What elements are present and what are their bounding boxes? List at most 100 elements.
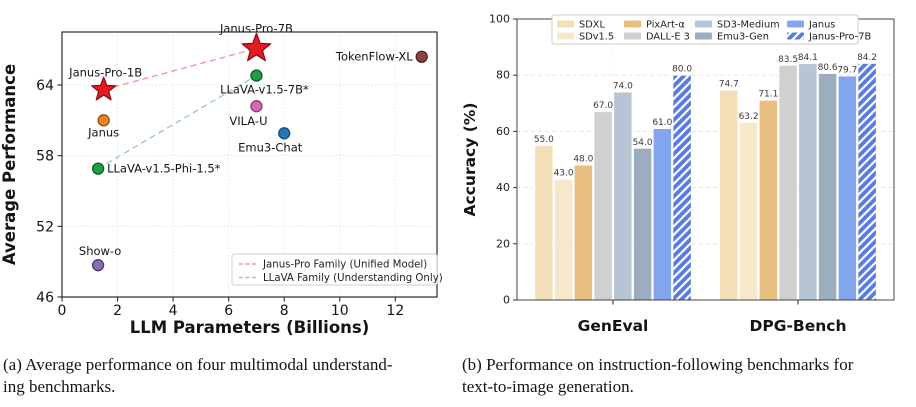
bar-value-dpg-bench-janus-pro-7b: 84.2 bbox=[857, 53, 877, 63]
y-tick-label-46: 46 bbox=[36, 290, 54, 306]
trend-line-janus-pro-family-unified-model bbox=[103, 47, 257, 91]
y-axis-label: Accuracy (%) bbox=[461, 103, 479, 217]
bar-geneval-sdv1-5 bbox=[554, 178, 574, 301]
y-tick-label-20: 20 bbox=[496, 237, 510, 250]
legend-label-llava-family-understanding-only: LLaVA Family (Understanding Only) bbox=[263, 273, 443, 284]
bar-value-geneval-emu3-gen: 54.0 bbox=[633, 138, 653, 148]
bar-value-geneval-sdv1-5: 43.0 bbox=[554, 169, 574, 179]
bar-dpg-bench-sd3-medium bbox=[798, 63, 818, 301]
bar-dpg-bench-pixart bbox=[758, 99, 778, 301]
bar-value-geneval-sd3-medium: 74.0 bbox=[613, 82, 633, 92]
bar-value-geneval-dall-e-3: 67.0 bbox=[593, 101, 613, 111]
y-axis-label: Average Performance bbox=[0, 64, 19, 265]
bar-geneval-pixart bbox=[573, 164, 593, 301]
point-label-emu3-chat: Emu3-Chat bbox=[238, 140, 303, 154]
bar-dpg-bench-sdv1-5 bbox=[739, 122, 759, 301]
legend-swatch-janus bbox=[787, 20, 804, 28]
bar-dpg-bench-emu3-gen bbox=[818, 73, 838, 301]
bar-value-geneval-pixart: 48.0 bbox=[573, 155, 593, 165]
x-tick-label-10: 10 bbox=[331, 303, 349, 319]
caption-a-line2: ing benchmarks. bbox=[3, 377, 116, 396]
legend-label-emu3-gen: Emu3-Gen bbox=[717, 31, 769, 42]
scatter-point-janus bbox=[97, 114, 110, 127]
bar-geneval-dall-e-3 bbox=[593, 111, 613, 301]
x-tick-label-12: 12 bbox=[386, 303, 404, 319]
legend-label-janus-pro-family-unified-model: Janus-Pro Family (Unified Model) bbox=[262, 260, 427, 271]
x-tick-label-6: 6 bbox=[224, 303, 233, 319]
legend-label-dall-e-3: DALL-E 3 bbox=[646, 31, 690, 42]
y-tick-label-64: 64 bbox=[36, 78, 54, 94]
scatter-point-vila-u bbox=[250, 100, 263, 113]
scatter-legend-box bbox=[231, 253, 438, 286]
point-label-tokenflow-xl: TokenFlow-XL bbox=[335, 50, 413, 64]
scatter-point-tokenflow-xl bbox=[415, 50, 428, 63]
y-tick-label-0: 0 bbox=[503, 294, 510, 307]
bar-value-geneval-janus-pro-7b: 80.0 bbox=[672, 65, 692, 75]
bar-geneval-sdxl bbox=[534, 145, 554, 301]
legend-swatch-sdxl bbox=[557, 20, 574, 28]
scatter-point-emu3-chat bbox=[278, 127, 291, 140]
bar-value-geneval-janus: 61.0 bbox=[652, 118, 672, 128]
bar-value-dpg-bench-sdxl: 74.7 bbox=[719, 80, 739, 90]
category-label-geneval: GenEval bbox=[578, 317, 649, 335]
bar-dpg-bench-dall-e-3 bbox=[778, 64, 798, 301]
bar-value-dpg-bench-emu3-gen: 80.6 bbox=[818, 63, 838, 73]
bar-value-dpg-bench-sdv1-5: 63.2 bbox=[739, 112, 759, 122]
point-label-janus: Janus bbox=[87, 125, 119, 139]
y-tick-label-80: 80 bbox=[496, 69, 510, 82]
y-tick-label-58: 58 bbox=[36, 149, 54, 165]
caption-b-line1: (b) Performance on instruction-following… bbox=[462, 355, 854, 374]
bar-dpg-bench-janus-pro-7b bbox=[857, 62, 877, 301]
bar-chart-generation: 55.0 43.0 48.0 67.074.0 54.0 61.0 80.0 GenEval 7… bbox=[461, 13, 895, 335]
bar-geneval-janus bbox=[652, 128, 672, 301]
bar-dpg-bench-sdxl bbox=[719, 89, 739, 301]
bar-value-dpg-bench-sd3-medium: 84.1 bbox=[798, 53, 818, 63]
point-label-llava-v1-5-phi-1-5: LLaVA-v1.5-Phi-1.5* bbox=[107, 162, 221, 176]
bar-geneval-emu3-gen bbox=[633, 147, 653, 301]
bar-geneval-janus-pro-7b bbox=[672, 74, 692, 301]
legend-label-sd3-medium: SD3-Medium bbox=[717, 19, 780, 30]
bar-value-dpg-bench-dall-e-3: 83.5 bbox=[778, 55, 798, 65]
scatter-point-janus-pro-7b bbox=[241, 32, 272, 62]
x-tick-label-4: 4 bbox=[169, 303, 178, 319]
scatter-point-janus-pro-1b bbox=[91, 76, 117, 101]
bar-value-dpg-bench-pixart: 71.1 bbox=[758, 90, 778, 100]
point-label-vila-u: VILA-U bbox=[229, 114, 267, 128]
y-tick-label-40: 40 bbox=[496, 181, 510, 194]
legend-swatch-dall-e-3 bbox=[624, 32, 641, 40]
legend-label-sdxl: SDXL bbox=[579, 19, 605, 30]
bar-value-dpg-bench-janus: 79.7 bbox=[837, 66, 857, 76]
y-tick-label-100: 100 bbox=[489, 13, 510, 26]
caption-a-line1: (a) Average performance on four multimod… bbox=[3, 355, 393, 374]
caption-b: (b) Performance on instruction-following… bbox=[462, 354, 914, 398]
point-label-janus-pro-1b: Janus-Pro-1B bbox=[68, 66, 142, 80]
x-tick-label-0: 0 bbox=[58, 303, 67, 319]
scatter-chart-understanding: Janus-Pro-7B Janus-Pro-1B TokenFlow-XL LLaV… bbox=[0, 21, 443, 337]
legend-label-sdv1-5: SDv1.5 bbox=[579, 31, 614, 42]
legend-swatch-emu3-gen bbox=[695, 32, 712, 40]
bar-geneval-sd3-medium bbox=[613, 91, 633, 301]
scatter-point-llava-v1-5-phi-1-5 bbox=[91, 162, 105, 175]
legend-label-pixart: PixArt-α bbox=[646, 19, 685, 30]
trend-line-llava-family-understanding-only bbox=[97, 74, 257, 170]
bar-dpg-bench-janus bbox=[837, 75, 857, 301]
legend-swatch-janus-pro-7b bbox=[787, 32, 804, 40]
scatter-point-llava-v1-5-7b bbox=[250, 69, 263, 82]
legend-swatch-pixart bbox=[624, 20, 641, 28]
point-label-show-o: Show-o bbox=[79, 244, 121, 258]
legend-label-janus-pro-7b: Janus-Pro-7B bbox=[808, 31, 871, 42]
y-tick-label-60: 60 bbox=[496, 125, 510, 138]
scatter-point-show-o bbox=[91, 259, 105, 272]
caption-b-line2: text-to-image generation. bbox=[462, 377, 634, 396]
y-tick-label-52: 52 bbox=[36, 219, 54, 235]
bar-value-geneval-sdxl: 55.0 bbox=[534, 135, 554, 145]
point-label-janus-pro-7b: Janus-Pro-7B bbox=[219, 21, 293, 35]
x-axis-label: LLM Parameters (Billions) bbox=[130, 318, 370, 337]
point-label-llava-v1-5-7b: LLaVA-v1.5-7B* bbox=[220, 83, 309, 97]
caption-a: (a) Average performance on four multimod… bbox=[3, 354, 455, 398]
legend-swatch-sdv1-5 bbox=[557, 32, 574, 40]
legend-label-janus: Janus bbox=[808, 19, 835, 30]
x-tick-label-2: 2 bbox=[113, 303, 122, 319]
axes-box bbox=[61, 31, 438, 298]
